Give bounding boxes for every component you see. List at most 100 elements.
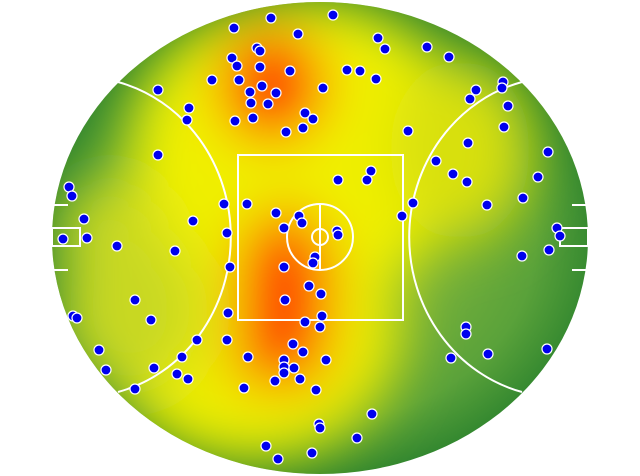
point bbox=[365, 165, 377, 177]
point bbox=[332, 229, 344, 241]
point bbox=[228, 22, 240, 34]
point bbox=[317, 82, 329, 94]
point bbox=[542, 146, 554, 158]
point bbox=[206, 74, 218, 86]
point bbox=[297, 122, 309, 134]
point bbox=[260, 440, 272, 452]
point bbox=[296, 217, 308, 229]
point bbox=[361, 174, 373, 186]
point bbox=[516, 250, 528, 262]
point bbox=[129, 294, 141, 306]
point bbox=[517, 192, 529, 204]
point bbox=[430, 155, 442, 167]
point bbox=[421, 41, 433, 53]
point bbox=[57, 233, 69, 245]
point bbox=[187, 215, 199, 227]
point bbox=[402, 125, 414, 137]
point bbox=[278, 367, 290, 379]
point bbox=[341, 64, 353, 76]
point bbox=[148, 362, 160, 374]
point bbox=[129, 383, 141, 395]
point bbox=[280, 126, 292, 138]
point bbox=[307, 257, 319, 269]
point bbox=[254, 45, 266, 57]
point bbox=[316, 310, 328, 322]
point bbox=[481, 199, 493, 211]
point bbox=[176, 351, 188, 363]
point bbox=[78, 213, 90, 225]
point bbox=[224, 261, 236, 273]
point bbox=[71, 312, 83, 324]
point bbox=[221, 334, 233, 346]
point bbox=[370, 73, 382, 85]
point bbox=[245, 97, 257, 109]
point bbox=[320, 354, 332, 366]
point bbox=[242, 351, 254, 363]
point bbox=[270, 87, 282, 99]
point bbox=[181, 114, 193, 126]
point bbox=[169, 245, 181, 257]
point bbox=[229, 115, 241, 127]
points bbox=[57, 9, 566, 465]
point bbox=[299, 107, 311, 119]
point bbox=[265, 12, 277, 24]
point bbox=[351, 432, 363, 444]
point bbox=[218, 198, 230, 210]
point bbox=[482, 348, 494, 360]
point bbox=[366, 408, 378, 420]
point bbox=[269, 375, 281, 387]
point bbox=[303, 280, 315, 292]
point bbox=[221, 227, 233, 239]
point bbox=[502, 100, 514, 112]
point bbox=[532, 171, 544, 183]
point bbox=[306, 447, 318, 459]
point bbox=[231, 60, 243, 72]
point bbox=[100, 364, 112, 376]
point bbox=[445, 352, 457, 364]
point bbox=[332, 174, 344, 186]
point bbox=[111, 240, 123, 252]
point bbox=[294, 373, 306, 385]
point bbox=[314, 422, 326, 434]
point bbox=[354, 65, 366, 77]
point bbox=[145, 314, 157, 326]
point bbox=[307, 113, 319, 125]
point bbox=[287, 338, 299, 350]
point bbox=[498, 121, 510, 133]
point bbox=[541, 343, 553, 355]
point bbox=[470, 84, 482, 96]
point bbox=[447, 168, 459, 180]
point bbox=[183, 102, 195, 114]
point bbox=[310, 384, 322, 396]
point bbox=[543, 244, 555, 256]
point bbox=[247, 112, 259, 124]
point bbox=[496, 82, 508, 94]
point bbox=[238, 382, 250, 394]
point bbox=[314, 321, 326, 333]
point bbox=[278, 261, 290, 273]
point bbox=[262, 98, 274, 110]
point bbox=[191, 334, 203, 346]
point bbox=[396, 210, 408, 222]
point bbox=[327, 9, 339, 21]
point bbox=[279, 294, 291, 306]
point bbox=[66, 190, 78, 202]
point bbox=[93, 344, 105, 356]
point bbox=[462, 137, 474, 149]
point bbox=[254, 61, 266, 73]
point bbox=[270, 207, 282, 219]
point bbox=[315, 288, 327, 300]
point bbox=[372, 32, 384, 44]
point bbox=[299, 316, 311, 328]
point bbox=[443, 51, 455, 63]
point bbox=[460, 328, 472, 340]
point bbox=[278, 222, 290, 234]
point bbox=[407, 197, 419, 209]
point bbox=[152, 149, 164, 161]
point bbox=[379, 43, 391, 55]
point bbox=[272, 453, 284, 465]
point bbox=[222, 307, 234, 319]
point bbox=[554, 230, 566, 242]
point bbox=[226, 52, 238, 64]
